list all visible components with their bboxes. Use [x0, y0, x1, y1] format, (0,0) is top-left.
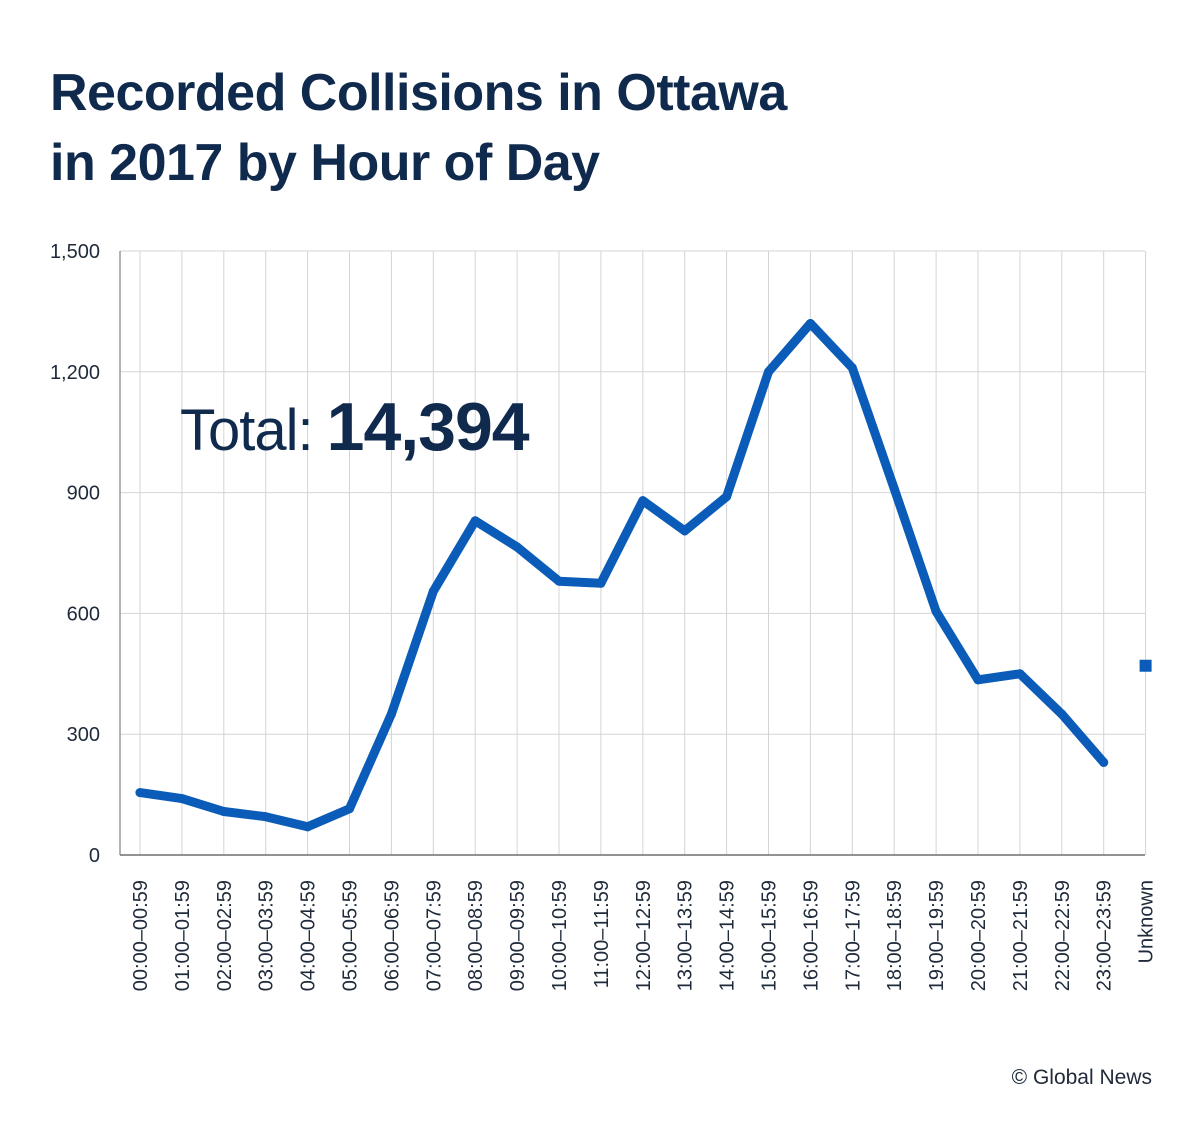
total-value: 14,394 [326, 389, 530, 465]
chart-title-line-1: Recorded Collisions in Ottawa [50, 64, 787, 122]
data-point [303, 822, 313, 832]
y-tick-label: 1,500 [50, 241, 100, 263]
x-tick-label: 06:00–06:59 [381, 880, 403, 991]
x-tick-label: 00:00–00:59 [130, 880, 152, 991]
data-point [764, 367, 773, 377]
chart-title-line-2: in 2017 by Hour of Day [50, 134, 600, 192]
data-point [261, 812, 271, 822]
source-credit: © Global News [1011, 1066, 1152, 1089]
data-point [345, 804, 354, 814]
total-label: Total: [180, 398, 314, 463]
x-tick-label: 07:00–07:59 [423, 880, 445, 991]
data-point [931, 606, 941, 616]
x-tick-label: 11:00–11:59 [591, 880, 613, 988]
data-point [1099, 757, 1109, 767]
data-point [722, 492, 732, 502]
x-tick-labels: 00:00–00:59 01:00–01:59 02:00–02:59 03:00–0… [130, 880, 1158, 991]
x-tick-label: 05:00–05:59 [340, 880, 362, 991]
data-point [1057, 709, 1067, 719]
y-tick-label: 300 [67, 724, 100, 746]
x-tick-label: 10:00–10:59 [549, 880, 571, 991]
y-tick-label: 0 [89, 845, 100, 867]
data-point [386, 709, 396, 719]
x-tick-label: 20:00–20:59 [968, 880, 990, 991]
data-point [512, 542, 522, 552]
y-tick-labels: 0 300 600 900 1,200 1,500 [50, 241, 100, 867]
x-tick-label: 04:00–04:59 [298, 880, 320, 991]
grid-lines [120, 250, 1147, 855]
total-annotation: Total: 14,394 [180, 388, 530, 466]
x-tick-label: 23:00–23:59 [1094, 880, 1116, 991]
x-tick-label: 16:00–16:59 [800, 880, 822, 991]
x-tick-label: 14:00–14:59 [717, 880, 739, 991]
y-tick-label: 900 [67, 483, 100, 505]
data-point [219, 807, 229, 817]
x-tick-label: 09:00–09:59 [507, 880, 529, 991]
data-point [177, 794, 187, 804]
x-tick-label: 13:00–13:59 [675, 880, 697, 991]
y-tick-label: 1,200 [50, 362, 100, 384]
data-point [638, 496, 648, 506]
data-point [680, 526, 690, 536]
axes [119, 251, 1145, 856]
x-tick-label: 02:00–02:59 [214, 880, 236, 991]
x-tick-label: 17:00–17:59 [842, 880, 864, 991]
series-line [135, 319, 1109, 832]
data-point-unknown [1139, 659, 1152, 672]
data-point [470, 516, 480, 526]
x-tick-label: 22:00–22:59 [1052, 880, 1074, 991]
data-point [973, 675, 983, 685]
series-total-collisions [135, 318, 1152, 832]
x-tick-label: 03:00–03:59 [256, 880, 278, 991]
data-point [554, 576, 564, 586]
x-tick-label: 12:00–12:59 [633, 880, 655, 991]
data-point [805, 318, 815, 328]
chart-title: Recorded Collisions in Ottawa in 2017 by… [50, 58, 787, 198]
data-point [596, 578, 606, 588]
x-tick-label: 08:00–08:59 [465, 880, 487, 991]
x-tick-label: 15:00–15:59 [759, 880, 781, 991]
data-point [1015, 669, 1025, 679]
data-point [847, 363, 857, 373]
x-tick-label: 18:00–18:59 [884, 880, 906, 991]
data-point [135, 788, 145, 798]
x-tick-label: 01:00–01:59 [172, 880, 194, 991]
x-tick-label: 21:00–21:59 [1010, 880, 1032, 991]
data-point [889, 484, 899, 494]
x-tick-label: 19:00–19:59 [926, 880, 948, 991]
y-tick-label: 600 [67, 603, 100, 625]
x-tick-label: Unknown [1136, 880, 1158, 963]
data-point [428, 586, 438, 596]
